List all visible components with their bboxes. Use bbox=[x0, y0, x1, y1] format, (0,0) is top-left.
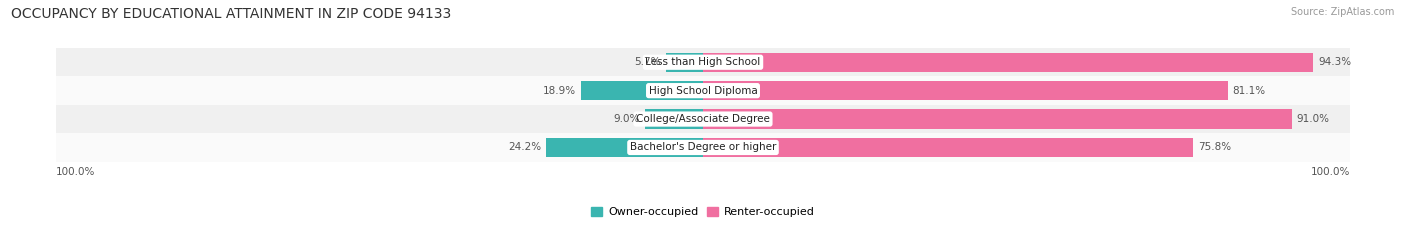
Text: 5.7%: 5.7% bbox=[634, 57, 661, 67]
Text: 81.1%: 81.1% bbox=[1233, 86, 1265, 96]
Bar bbox=[703, 81, 1227, 100]
Bar bbox=[56, 76, 1350, 105]
Text: Bachelor's Degree or higher: Bachelor's Degree or higher bbox=[630, 142, 776, 152]
Text: Less than High School: Less than High School bbox=[645, 57, 761, 67]
Bar bbox=[581, 81, 703, 100]
Bar bbox=[56, 48, 1350, 76]
Bar bbox=[703, 110, 1292, 129]
Text: 100.0%: 100.0% bbox=[56, 167, 96, 177]
Bar bbox=[703, 53, 1313, 72]
Text: 24.2%: 24.2% bbox=[508, 142, 541, 152]
Bar bbox=[56, 105, 1350, 133]
Text: 75.8%: 75.8% bbox=[1198, 142, 1232, 152]
Text: 91.0%: 91.0% bbox=[1296, 114, 1330, 124]
Text: Source: ZipAtlas.com: Source: ZipAtlas.com bbox=[1291, 7, 1395, 17]
Bar bbox=[547, 138, 703, 157]
Text: 18.9%: 18.9% bbox=[543, 86, 575, 96]
Text: High School Diploma: High School Diploma bbox=[648, 86, 758, 96]
Legend: Owner-occupied, Renter-occupied: Owner-occupied, Renter-occupied bbox=[586, 202, 820, 222]
Text: College/Associate Degree: College/Associate Degree bbox=[636, 114, 770, 124]
Text: 100.0%: 100.0% bbox=[1310, 167, 1350, 177]
Text: 9.0%: 9.0% bbox=[613, 114, 640, 124]
Bar bbox=[666, 53, 703, 72]
Bar bbox=[56, 133, 1350, 162]
Bar bbox=[703, 138, 1194, 157]
Text: OCCUPANCY BY EDUCATIONAL ATTAINMENT IN ZIP CODE 94133: OCCUPANCY BY EDUCATIONAL ATTAINMENT IN Z… bbox=[11, 7, 451, 21]
Bar bbox=[645, 110, 703, 129]
Text: 94.3%: 94.3% bbox=[1317, 57, 1351, 67]
